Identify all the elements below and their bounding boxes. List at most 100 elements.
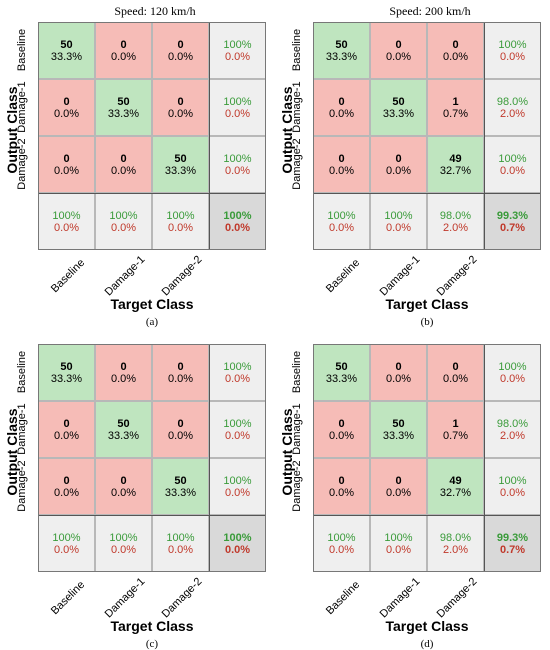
column-summary-cell: 100% 0.0% xyxy=(313,193,370,250)
matrix-cell-error: 0 0.0% xyxy=(38,79,95,136)
matrix-cell-correct: 49 32.7% xyxy=(427,458,484,515)
matrix-cell-correct: 50 33.3% xyxy=(313,344,370,401)
cell-secondary-value: 0.7% xyxy=(442,430,469,442)
column-summary-cell: 100% 0.0% xyxy=(95,193,152,250)
cell-primary-value: 0 xyxy=(338,418,345,430)
cell-secondary-value: 0.0% xyxy=(167,430,194,442)
cell-primary-value: 100% xyxy=(384,210,413,222)
matrix-cell-correct: 49 32.7% xyxy=(427,136,484,193)
cell-primary-value: 100% xyxy=(223,361,252,373)
confusion-matrix-panel: Output Class Baseline Damage-1 Damage-2 50 33… xyxy=(275,322,550,650)
cell-secondary-value: 0.0% xyxy=(224,51,251,63)
cell-primary-value: 0 xyxy=(177,418,184,430)
panel-sub-label: (a) xyxy=(145,316,159,328)
cell-secondary-value: 0.0% xyxy=(224,487,251,499)
cell-secondary-value: 0.0% xyxy=(328,487,355,499)
cell-primary-value: 50 xyxy=(60,361,73,373)
cell-primary-value: 49 xyxy=(449,153,462,165)
cell-secondary-value: 2.0% xyxy=(442,544,469,556)
cell-secondary-value: 0.0% xyxy=(499,165,526,177)
column-tick-label: Damage-1 xyxy=(102,575,148,621)
cell-primary-value: 100% xyxy=(166,532,195,544)
cell-primary-value: 100% xyxy=(327,210,356,222)
matrix-cell-correct: 50 33.3% xyxy=(38,22,95,79)
matrix-cell-correct: 50 33.3% xyxy=(38,344,95,401)
column-tick-label: Baseline xyxy=(48,578,88,618)
row-tick-label: Baseline xyxy=(291,28,303,72)
column-tick-label: Damage-2 xyxy=(159,253,205,299)
row-summary-cell: 100% 0.0% xyxy=(484,136,541,193)
cell-secondary-value: 0.0% xyxy=(53,222,80,234)
row-summary-cell: 100% 0.0% xyxy=(209,458,266,515)
matrix-cell-error: 0 0.0% xyxy=(313,401,370,458)
cell-primary-value: 0 xyxy=(120,153,127,165)
row-tick-label: Damage-2 xyxy=(16,138,28,190)
summary-separator-horizontal xyxy=(313,515,541,516)
matrix-cell-error: 0 0.0% xyxy=(152,401,209,458)
cell-secondary-value: 0.0% xyxy=(385,51,412,63)
x-axis-label: Target Class xyxy=(385,618,469,634)
cell-secondary-value: 0.0% xyxy=(385,487,412,499)
cell-primary-value: 98.0% xyxy=(496,418,529,430)
matrix-cell-error: 1 0.7% xyxy=(427,401,484,458)
x-axis-label: Target Class xyxy=(110,618,194,634)
row-summary-cell: 100% 0.0% xyxy=(209,22,266,79)
cell-secondary-value: 33.3% xyxy=(325,51,358,63)
row-summary-cell: 100% 0.0% xyxy=(209,136,266,193)
matrix-cell-error: 0 0.0% xyxy=(427,344,484,401)
x-axis-label: Target Class xyxy=(110,296,194,312)
cell-primary-value: 0 xyxy=(338,96,345,108)
row-tick-label: Damage-2 xyxy=(16,460,28,512)
cell-secondary-value: 0.0% xyxy=(385,544,412,556)
cell-primary-value: 99.3% xyxy=(496,532,529,544)
cell-secondary-value: 0.0% xyxy=(224,165,251,177)
matrix-grid: 50 33.3% 0 0.0% 0 0.0% 100% 0.0% 0 0.0% 50 33.3% 0 0.… xyxy=(38,344,266,572)
row-tick-label: Damage-1 xyxy=(16,403,28,455)
cell-secondary-value: 0.0% xyxy=(53,108,80,120)
matrix-grid: 50 33.3% 0 0.0% 0 0.0% 100% 0.0% 0 0.0% 50 33.3% 1 0.… xyxy=(313,22,541,250)
matrix-cell-error: 0 0.0% xyxy=(152,344,209,401)
cell-secondary-value: 0.0% xyxy=(442,373,469,385)
cell-primary-value: 0 xyxy=(395,153,402,165)
matrix-cell-error: 0 0.0% xyxy=(95,22,152,79)
cell-primary-value: 100% xyxy=(223,153,252,165)
matrix-cell-correct: 50 33.3% xyxy=(95,79,152,136)
cell-primary-value: 100% xyxy=(327,532,356,544)
overall-accuracy-cell: 99.3% 0.7% xyxy=(484,193,541,250)
panel-sub-label: (c) xyxy=(145,638,159,650)
cell-primary-value: 99.3% xyxy=(496,210,529,222)
row-summary-cell: 100% 0.0% xyxy=(484,344,541,401)
column-tick-label: Baseline xyxy=(48,256,88,296)
column-summary-cell: 100% 0.0% xyxy=(313,515,370,572)
confusion-matrix-panel: Speed: 120 km/h Output Class Baseline Damag… xyxy=(0,0,275,328)
cell-primary-value: 0 xyxy=(395,475,402,487)
cell-secondary-value: 0.0% xyxy=(499,51,526,63)
matrix-grid: 50 33.3% 0 0.0% 0 0.0% 100% 0.0% 0 0.0% 50 33.3% 1 0.… xyxy=(313,344,541,572)
cell-secondary-value: 0.0% xyxy=(328,544,355,556)
cell-secondary-value: 0.0% xyxy=(53,487,80,499)
column-summary-cell: 100% 0.0% xyxy=(38,193,95,250)
overall-accuracy-cell: 100% 0.0% xyxy=(209,515,266,572)
cell-primary-value: 50 xyxy=(392,418,405,430)
cell-primary-value: 0 xyxy=(338,475,345,487)
column-tick-label: Damage-1 xyxy=(377,575,423,621)
cell-secondary-value: 33.3% xyxy=(50,51,83,63)
cell-primary-value: 100% xyxy=(498,153,527,165)
cell-secondary-value: 0.0% xyxy=(224,544,251,556)
cell-secondary-value: 2.0% xyxy=(442,222,469,234)
cell-primary-value: 50 xyxy=(60,39,73,51)
cell-secondary-value: 0.0% xyxy=(385,165,412,177)
matrix-cell-correct: 50 33.3% xyxy=(313,22,370,79)
matrix-cell-error: 0 0.0% xyxy=(313,136,370,193)
cell-primary-value: 50 xyxy=(335,39,348,51)
cell-secondary-value: 0.0% xyxy=(224,108,251,120)
cell-primary-value: 0 xyxy=(177,361,184,373)
cell-primary-value: 100% xyxy=(109,210,138,222)
cell-primary-value: 1 xyxy=(452,96,459,108)
row-summary-cell: 100% 0.0% xyxy=(209,344,266,401)
column-summary-cell: 100% 0.0% xyxy=(38,515,95,572)
summary-separator-vertical xyxy=(209,22,210,250)
cell-primary-value: 0 xyxy=(452,39,459,51)
row-summary-cell: 100% 0.0% xyxy=(484,458,541,515)
row-tick-label: Baseline xyxy=(16,28,28,72)
